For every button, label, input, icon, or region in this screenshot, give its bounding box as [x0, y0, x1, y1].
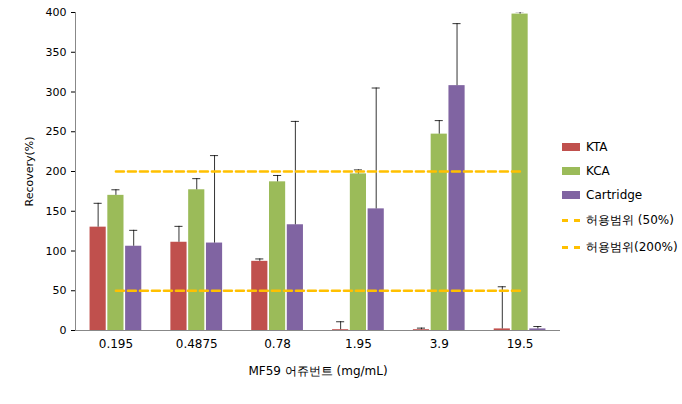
- svg-text:0.4875: 0.4875: [176, 337, 218, 351]
- svg-text:200: 200: [46, 165, 67, 178]
- html-text:KCA: KCA: [586, 164, 610, 178]
- svg-text:400: 400: [46, 6, 67, 19]
- svg-text:0: 0: [60, 324, 67, 337]
- html-text:허용범위(200%): 허용범위(200%): [586, 240, 678, 254]
- svg-text:300: 300: [46, 86, 67, 99]
- svg-text:0.78: 0.78: [264, 337, 291, 351]
- html-text:KTA: KTA: [586, 140, 608, 154]
- svg-text:MF59 어쥬번트 (mg/mL): MF59 어쥬번트 (mg/mL): [248, 364, 387, 378]
- svg-text:150: 150: [46, 205, 67, 218]
- svg-text:50: 50: [53, 284, 67, 297]
- html-text:Cartridge: Cartridge: [586, 188, 643, 202]
- svg-text:100: 100: [46, 245, 67, 258]
- html-text:허용범위 (50%): 허용범위 (50%): [586, 213, 674, 227]
- svg-text:1.95: 1.95: [345, 337, 372, 351]
- svg-text:3.9: 3.9: [430, 337, 449, 351]
- svg-text:0.195: 0.195: [99, 337, 133, 351]
- svg-text:350: 350: [46, 46, 67, 59]
- svg-text:19.5: 19.5: [507, 337, 534, 351]
- svg-text:Recovery(%): Recovery(%): [23, 136, 36, 206]
- svg-text:250: 250: [46, 125, 67, 138]
